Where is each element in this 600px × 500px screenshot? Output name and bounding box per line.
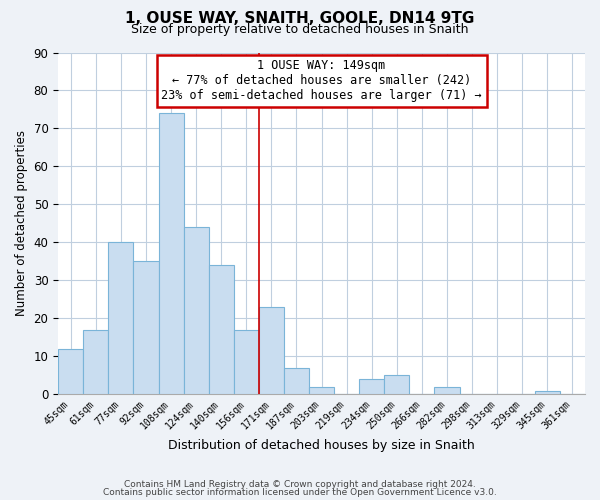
Text: Contains HM Land Registry data © Crown copyright and database right 2024.: Contains HM Land Registry data © Crown c… <box>124 480 476 489</box>
Bar <box>309 386 334 394</box>
Bar <box>133 262 158 394</box>
Bar <box>109 242 133 394</box>
Bar <box>234 330 259 394</box>
Bar <box>158 114 184 394</box>
Y-axis label: Number of detached properties: Number of detached properties <box>15 130 28 316</box>
Text: 1, OUSE WAY, SNAITH, GOOLE, DN14 9TG: 1, OUSE WAY, SNAITH, GOOLE, DN14 9TG <box>125 11 475 26</box>
X-axis label: Distribution of detached houses by size in Snaith: Distribution of detached houses by size … <box>168 440 475 452</box>
Bar <box>284 368 309 394</box>
Text: Contains public sector information licensed under the Open Government Licence v3: Contains public sector information licen… <box>103 488 497 497</box>
Bar <box>535 390 560 394</box>
Bar <box>434 386 460 394</box>
Text: 1 OUSE WAY: 149sqm
← 77% of detached houses are smaller (242)
23% of semi-detach: 1 OUSE WAY: 149sqm ← 77% of detached hou… <box>161 60 482 102</box>
Bar <box>83 330 109 394</box>
Bar <box>359 379 384 394</box>
Bar <box>184 227 209 394</box>
Text: Size of property relative to detached houses in Snaith: Size of property relative to detached ho… <box>131 22 469 36</box>
Bar <box>209 265 234 394</box>
Bar <box>259 307 284 394</box>
Bar <box>58 348 83 395</box>
Bar <box>384 376 409 394</box>
